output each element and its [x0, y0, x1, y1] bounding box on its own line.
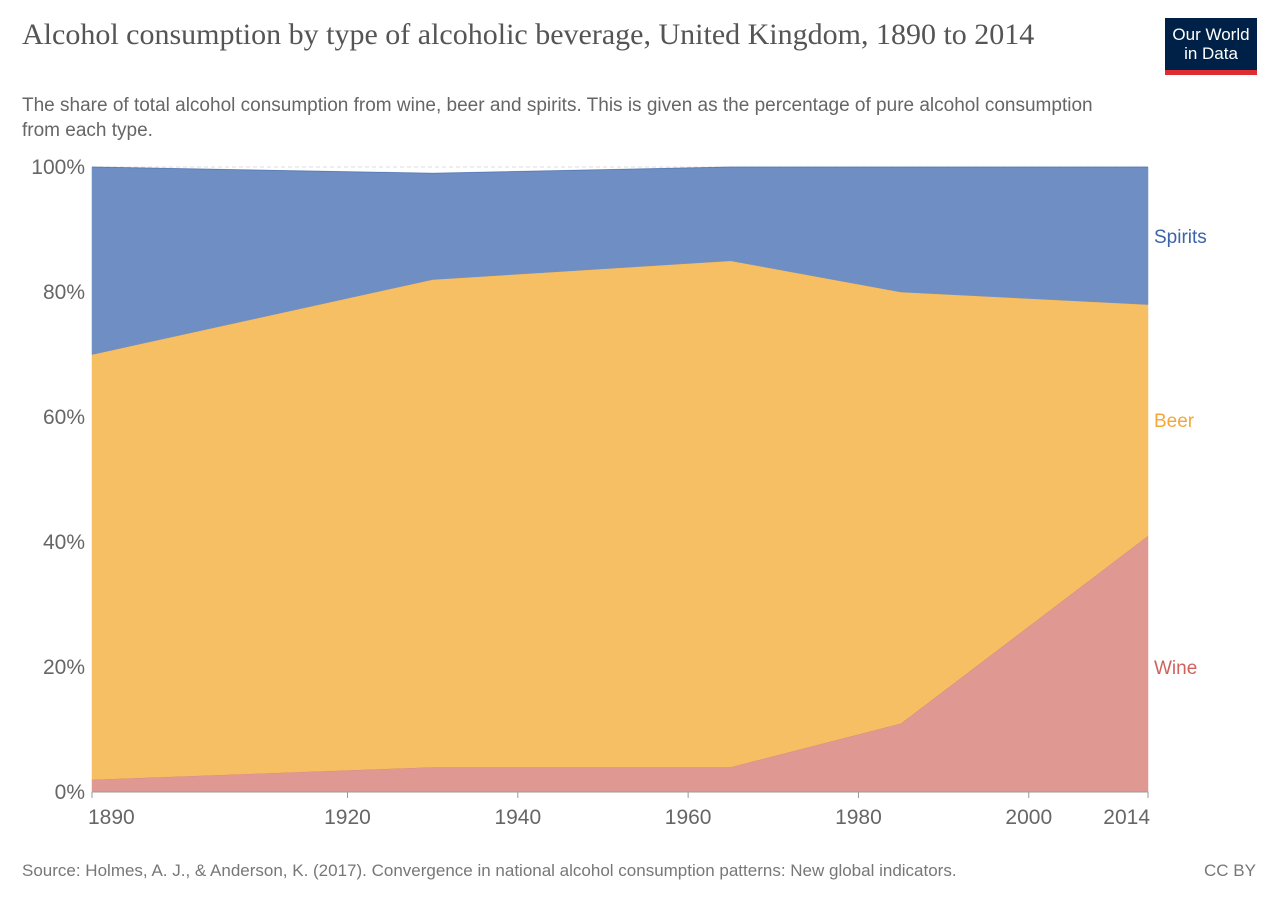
logo-line-2: in Data	[1184, 44, 1238, 63]
license-link[interactable]: CC BY	[1204, 861, 1256, 880]
x-tick-label: 1960	[665, 806, 712, 829]
y-tick-label: 100%	[31, 156, 85, 179]
x-tick-label: 2000	[1005, 806, 1052, 829]
chart-title: Alcohol consumption by type of alcoholic…	[22, 18, 1035, 51]
logo-line-1: Our World	[1172, 25, 1250, 44]
x-tick-label: 2014	[1103, 806, 1150, 829]
series-labels: Wine Beer Spirits	[1154, 227, 1207, 679]
y-tick-label: 40%	[43, 531, 85, 554]
owid-logo[interactable]: Our World in Data	[1165, 18, 1257, 75]
x-tick-label: 1920	[324, 806, 371, 829]
x-tick-label: 1940	[494, 806, 541, 829]
y-tick-label: 80%	[43, 281, 85, 304]
y-axis-tick-labels: 0% 20% 40% 60% 80% 100%	[31, 156, 85, 804]
spirits-boundary-line	[91, 166, 1148, 174]
area-series	[91, 166, 1149, 793]
beer-series-label: Beer	[1154, 411, 1195, 432]
source-note: Source: Holmes, A. J., & Anderson, K. (2…	[22, 861, 957, 880]
wine-series-label: Wine	[1154, 658, 1197, 679]
y-tick-label: 20%	[43, 656, 85, 679]
x-tick-label: 1890	[88, 806, 135, 829]
logo-accent-bar	[1165, 70, 1257, 75]
stacked-area-chart: 0% 20% 40% 60% 80% 100% 1890 1920 1940 1960 1980 2…	[31, 156, 1207, 829]
x-tick-label: 1980	[835, 806, 882, 829]
x-axis: 1890 1920 1940 1960 1980 2000 2014	[88, 791, 1150, 829]
y-tick-label: 0%	[55, 781, 85, 804]
chart-subtitle: The share of total alcohol consumption f…	[22, 95, 1093, 141]
y-tick-label: 60%	[43, 406, 85, 429]
spirits-series-label: Spirits	[1154, 227, 1207, 248]
